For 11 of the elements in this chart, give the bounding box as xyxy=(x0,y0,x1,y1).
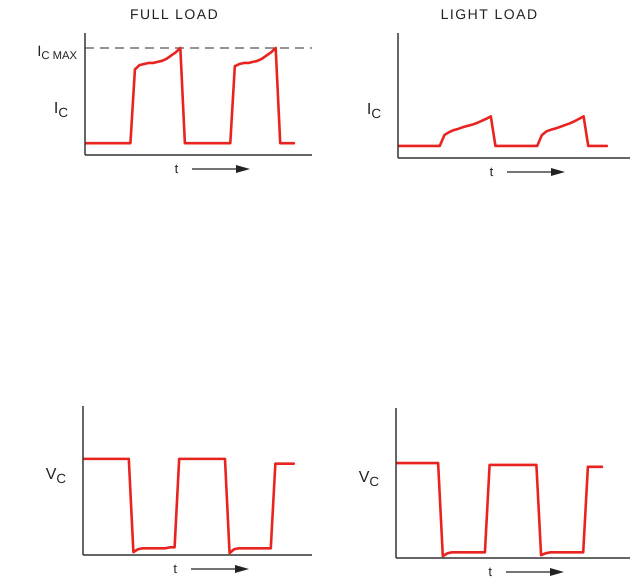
chart-title: FULL LOAD xyxy=(128,6,220,22)
x-axis-title: t xyxy=(173,561,178,576)
ref-line-label: I$_{C MAX}$ xyxy=(37,42,78,62)
y-axis-title: V$_{C}$ xyxy=(358,468,379,490)
x-axis-title: t xyxy=(488,564,492,579)
y-axis-title: V$_{C}$ xyxy=(44,466,66,487)
x-axis-title: t xyxy=(490,164,494,179)
chart-title: LIGHT LOAD xyxy=(440,6,540,22)
x-axis-title: t xyxy=(174,161,178,176)
y-axis-title: I$_{C}$ xyxy=(52,100,68,121)
y-axis-title: I$_{C}$ xyxy=(366,101,381,122)
